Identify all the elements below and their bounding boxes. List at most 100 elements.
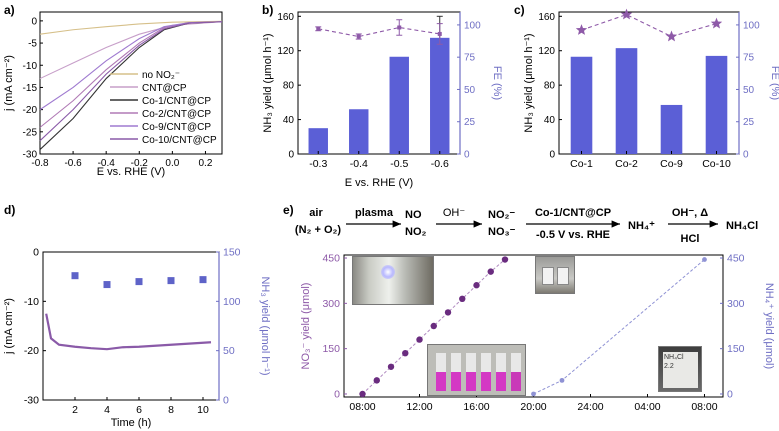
e-y2tick-label: 300 xyxy=(727,298,745,310)
a-ytick-label: -10 xyxy=(23,61,38,72)
e-xtick-label: 08:00 xyxy=(349,401,375,413)
b-plot-fe-line xyxy=(318,26,440,38)
tube-6-icon xyxy=(511,353,521,391)
scheme-hcl: HCl xyxy=(681,233,700,245)
e-no3-point xyxy=(359,390,366,398)
c-plot-fe-line xyxy=(581,13,717,38)
panel-c-label: c) xyxy=(514,3,525,17)
d-y2tick-label: 100 xyxy=(223,296,241,308)
b-plot-y2tick-label: 50 xyxy=(464,85,476,96)
plasma-reactor-photo xyxy=(352,256,434,305)
c-plot-ytick-label: 80 xyxy=(544,81,556,92)
e-no3-point xyxy=(487,268,494,275)
c-plot-y2tick-label: 25 xyxy=(743,117,755,128)
panel-b: b) 0 40 80 120 160 0 25 50 75 100 -0.3 -0.4 -0.5 -0.6… xyxy=(262,3,503,189)
c-plot-y2tick-label: 0 xyxy=(743,150,749,161)
e-ytick-label: 0 xyxy=(334,388,340,400)
a-ytick-label: -15 xyxy=(23,83,38,94)
c-fe-star xyxy=(665,30,678,42)
a-legend-label: no NO₂⁻ xyxy=(142,70,180,81)
scheme-oh-heat: OH⁻, Δ xyxy=(672,207,708,219)
product-label-text: NH₄Cl xyxy=(664,354,684,361)
a-legend-label: Co-1/CNT@CP xyxy=(142,96,211,107)
d-ytick-label: -10 xyxy=(24,296,39,308)
e-no3-line xyxy=(362,259,506,395)
tube-4-icon xyxy=(481,353,491,391)
d-xtick-label: 6 xyxy=(136,404,142,416)
c-fe-star xyxy=(575,24,588,35)
cell-left-icon xyxy=(542,267,554,285)
c-plot-bar xyxy=(570,56,593,155)
a-ytick-label: 0 xyxy=(31,16,37,27)
e-ytick-label: 150 xyxy=(322,343,340,355)
b-plot-xtick-label: -0.3 xyxy=(309,158,327,170)
tube-1-icon xyxy=(436,353,446,391)
product-label: NH₄Cl 2.2 xyxy=(663,352,698,388)
e-ytick-label: 300 xyxy=(322,298,340,310)
e-no3-point xyxy=(444,309,452,316)
c-plot-ytick-label: 40 xyxy=(544,115,556,126)
e-xtick-label: 20:00 xyxy=(520,401,546,413)
a-xtick-label: -0.6 xyxy=(64,158,82,169)
e-ytick-label: 450 xyxy=(322,253,340,265)
panel-e-ylabel: NO₃⁻ yield (μmol) xyxy=(300,283,312,370)
b-plot-y2tick-label: 0 xyxy=(464,150,470,161)
a-legend-label: Co-2/CNT@CP xyxy=(142,109,211,120)
c-plot-xtick-label: Co-10 xyxy=(702,158,731,170)
b-plot-ytick-label: 160 xyxy=(277,12,294,23)
c-plot-y2tick-label: 75 xyxy=(743,53,755,64)
tube-5-icon xyxy=(496,353,506,391)
a-series-line xyxy=(39,20,223,35)
e-nh4-point xyxy=(559,377,565,383)
c-plot-y2tick-label: 100 xyxy=(743,20,760,31)
d-ytick-label: 0 xyxy=(33,247,39,259)
e-no3-point xyxy=(373,377,380,384)
a-ytick-label: -5 xyxy=(28,39,37,50)
b-plot-ytick-label: 40 xyxy=(283,115,295,126)
b-plot-ytick-label: 120 xyxy=(277,46,294,57)
e-xtick-label: 16:00 xyxy=(463,401,489,413)
d-y2tick-label: 50 xyxy=(223,345,235,357)
e-no3-point xyxy=(416,336,423,343)
d-xtick-label: 10 xyxy=(197,404,209,416)
panel-a: a) -0.8 -0.6 -0.4 -0.2 0.0 0.2 0 -5 -10 -15 -20 -25… xyxy=(3,3,223,178)
a-ytick-label: -20 xyxy=(23,105,38,116)
panel-e-y2label: NH₄⁺ yield (μmol) xyxy=(763,283,775,369)
b-fe-marker xyxy=(437,31,442,36)
e-xtick-label: 08:00 xyxy=(691,401,717,413)
a-xtick-label: -0.2 xyxy=(131,158,149,169)
scheme-nh4cl: NH₄Cl xyxy=(726,220,758,232)
d-yield-point xyxy=(103,281,111,289)
e-xtick-label: 04:00 xyxy=(634,401,660,413)
e-no3-point xyxy=(430,322,437,330)
b-plot-xtick-label: -0.4 xyxy=(350,158,368,170)
e-y2tick-label: 0 xyxy=(727,388,733,400)
scheme-no2-ion: NO₂⁻ xyxy=(488,209,515,221)
b-plot-bar xyxy=(308,128,328,154)
a-ytick-label: -30 xyxy=(23,150,38,161)
colorimetric-tubes-photo xyxy=(427,344,526,396)
d-yield-point xyxy=(71,272,79,280)
scheme-plasma: plasma xyxy=(355,207,394,219)
panel-e-label: e) xyxy=(283,203,294,217)
panel-b-label: b) xyxy=(262,3,273,17)
d-xtick-label: 4 xyxy=(104,404,110,416)
d-y2tick-label: 0 xyxy=(223,395,229,407)
b-plot-bar xyxy=(389,56,409,155)
a-legend-label: Co-9/CNT@CP xyxy=(142,122,211,133)
d-yield-point xyxy=(167,277,175,285)
a-xtick-label: -0.4 xyxy=(98,158,116,169)
plasma-glow-icon xyxy=(381,265,395,279)
d-ytick-label: -30 xyxy=(24,395,39,407)
panel-a-label: a) xyxy=(4,3,15,17)
panel-d-xlabel: Time (h) xyxy=(111,417,152,429)
b-fe-marker xyxy=(356,34,361,39)
c-plot-bar xyxy=(705,55,728,154)
e-nh4-point xyxy=(702,257,707,262)
nh4cl-product-photo: NH₄Cl 2.2 xyxy=(658,346,702,392)
d-xtick-label: 8 xyxy=(168,404,174,416)
e-no3-point xyxy=(402,349,409,357)
c-plot-ytick-label: 160 xyxy=(538,12,555,23)
